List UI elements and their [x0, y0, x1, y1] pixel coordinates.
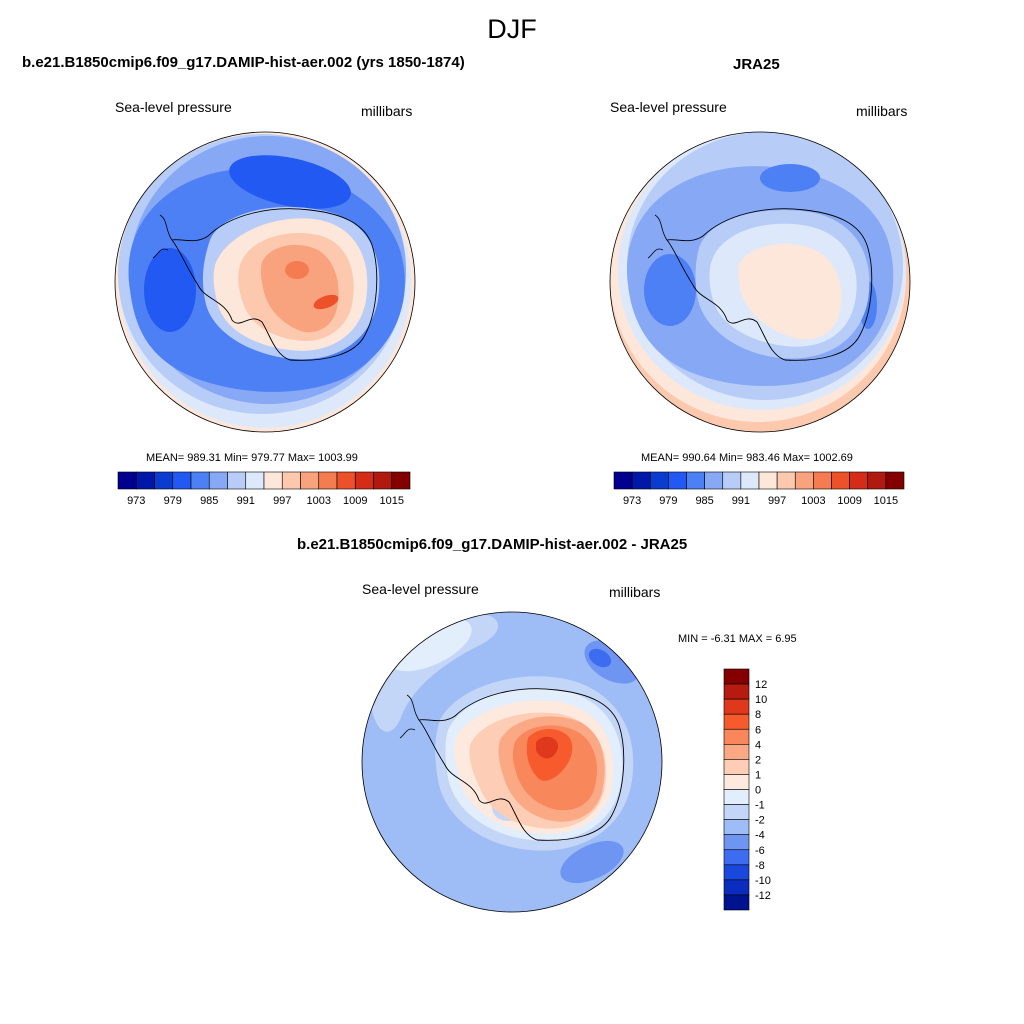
colorbar-swatch [318, 471, 338, 490]
colorbar-swatch [723, 879, 750, 896]
colorbar-tick-label: 991 [732, 495, 750, 507]
colorbar-swatch [813, 471, 832, 490]
colorbar-swatch [723, 894, 750, 911]
colorbar-tick-label: 1009 [343, 495, 367, 507]
colorbar-swatch [227, 471, 247, 490]
map-jra25-slp [610, 132, 910, 432]
panel-3-variable-label: Sea-level pressure [362, 581, 479, 597]
colorbar-tick-label: -12 [755, 890, 771, 902]
page-title: DJF [487, 14, 537, 44]
panel-1-stats: MEAN= 989.31 Min= 979.77 Max= 1003.99 [146, 452, 358, 464]
colorbar-swatch [723, 774, 750, 790]
colorbar-tick-label: 4 [755, 739, 761, 751]
colorbar-jra25: 973 979 985 991 997 1003 1009 1015 [613, 471, 905, 507]
colorbar-swatch [281, 471, 301, 490]
colorbar-model: 973 979 985 991 997 1003 1009 1015 [117, 471, 411, 507]
colorbar-tick-label: 997 [768, 495, 786, 507]
colorbar-swatch [117, 471, 137, 490]
colorbar-swatch [373, 471, 393, 490]
colorbar-swatch [723, 668, 750, 685]
panel-3-title: b.e21.B1850cmip6.f09_g17.DAMIP-hist-aer.… [297, 536, 688, 553]
colorbar-swatch [336, 471, 356, 490]
colorbar-swatch [263, 471, 283, 490]
colorbar-tick-label: 979 [659, 495, 677, 507]
colorbar-tick-label: -4 [755, 830, 765, 842]
colorbar-tick-label: 985 [200, 495, 218, 507]
colorbar-swatch [740, 471, 760, 490]
colorbar-swatch [723, 698, 750, 715]
colorbar-tick-label: 1015 [874, 495, 898, 507]
colorbar-swatch [704, 471, 724, 490]
colorbar-tick-label: -1 [755, 800, 765, 812]
map-difference-slp [362, 612, 662, 912]
colorbar-swatch [723, 834, 750, 851]
colorbar-tick-label: 1009 [837, 495, 861, 507]
panel-1-units-label: millibars [361, 103, 413, 119]
colorbar-tick-label: 6 [755, 724, 761, 736]
panel-1-variable-label: Sea-level pressure [115, 99, 232, 115]
colorbar-swatch [613, 471, 633, 490]
panel-3-stats: MIN = -6.31 MAX = 6.95 [678, 633, 797, 645]
panel-2-units-label: millibars [856, 103, 908, 119]
colorbar-swatch [723, 744, 750, 760]
colorbar-swatch [831, 471, 850, 490]
colorbar-swatch [794, 471, 814, 490]
colorbar-tick-label: 2 [755, 754, 761, 766]
colorbar-swatch [391, 471, 411, 490]
colorbar-swatch [885, 471, 905, 490]
colorbar-swatch [776, 471, 796, 490]
colorbar-swatch [208, 471, 228, 490]
colorbar-tick-label: 8 [755, 709, 761, 721]
colorbar-tick-label: 1003 [307, 495, 331, 507]
colorbar-swatch [723, 759, 750, 775]
colorbar-swatch [867, 471, 887, 490]
colorbar-swatch [723, 819, 750, 835]
panel-2-stats: MEAN= 990.64 Min= 983.46 Max= 1002.69 [641, 452, 853, 464]
colorbar-tick-label: 973 [623, 495, 641, 507]
colorbar-tick-label: 0 [755, 785, 761, 797]
colorbar-swatch [649, 471, 669, 490]
colorbar-tick-label: 991 [237, 495, 255, 507]
panel-2-title: JRA25 [733, 56, 780, 73]
colorbar-tick-label: 1 [755, 769, 761, 781]
map-model-slp [115, 132, 415, 432]
colorbar-tick-label: 973 [127, 495, 145, 507]
colorbar-swatch [723, 728, 750, 745]
panel-2-variable-label: Sea-level pressure [610, 99, 727, 115]
panel-3-units-label: millibars [609, 584, 661, 600]
colorbar-swatch [723, 804, 750, 820]
colorbar-swatch [723, 713, 750, 730]
colorbar-swatch [723, 849, 750, 866]
panel-1-title: b.e21.B1850cmip6.f09_g17.DAMIP-hist-aer.… [22, 54, 465, 71]
colorbar-tick-label: 985 [695, 495, 713, 507]
colorbar-tick-label: -6 [755, 845, 765, 857]
colorbar-tick-label: 1003 [801, 495, 825, 507]
colorbar-swatch [722, 471, 742, 490]
colorbar-tick-label: 10 [755, 694, 767, 706]
colorbar-tick-label: 997 [273, 495, 291, 507]
colorbar-swatch [631, 471, 651, 490]
colorbar-swatch [154, 471, 174, 490]
colorbar-swatch [849, 471, 869, 490]
colorbar-swatch [758, 471, 778, 490]
colorbar-tick-label: -2 [755, 815, 765, 827]
colorbar-tick-label: 12 [755, 679, 767, 691]
colorbar-swatch [135, 471, 155, 490]
colorbar-tick-label: 979 [164, 495, 182, 507]
colorbar-tick-label: -8 [755, 860, 765, 872]
colorbar-swatch [723, 683, 750, 700]
colorbar-tick-label: 1015 [380, 495, 404, 507]
colorbar-swatch [723, 864, 750, 881]
colorbar-swatch [723, 789, 750, 805]
colorbar-tick-label: -10 [755, 875, 771, 887]
colorbar-swatch [245, 471, 265, 490]
colorbar-swatch [668, 471, 687, 490]
colorbar-swatch [686, 471, 705, 490]
colorbar-swatch [172, 471, 192, 490]
colorbar-swatch [300, 471, 320, 490]
colorbar-swatch [354, 471, 374, 490]
colorbar-swatch [190, 471, 210, 490]
